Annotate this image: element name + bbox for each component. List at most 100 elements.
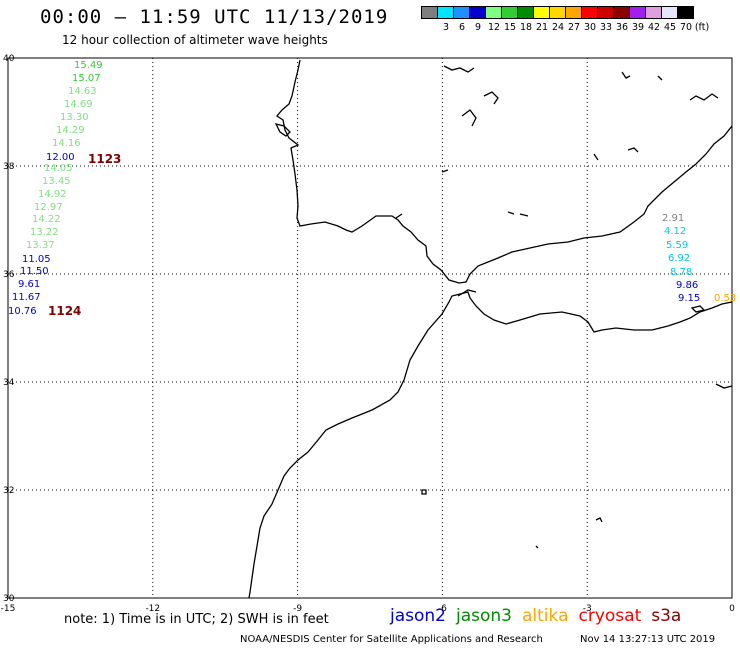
island-alboran: [690, 305, 706, 313]
pass-labels: 1123 1124: [48, 152, 121, 318]
map-frame: [7, 57, 733, 599]
colorbar-label: 30: [583, 22, 597, 33]
islands-canary-2: [595, 517, 603, 523]
colorbar-label: 18: [519, 22, 533, 33]
coast-north-6: [657, 75, 663, 81]
credit-line: NOAA/NESDIS Center for Satellite Applica…: [240, 634, 543, 645]
coast-north-2: [461, 109, 477, 127]
colorbar-label: 12: [487, 22, 501, 33]
wave-height-value: 11.50: [20, 266, 49, 277]
coast-north-8: [507, 211, 529, 217]
wave-height-value: 12.97: [34, 202, 63, 213]
coastline-gibraltar: [274, 123, 291, 137]
lon-tick-label: -3: [583, 604, 592, 614]
coast-north-3: [483, 91, 499, 105]
pass-id-label: 1123: [88, 152, 121, 166]
wave-height-value: 14.16: [52, 138, 81, 149]
coastline-portugal-spain: [276, 59, 733, 284]
wave-height-value: 9.86: [676, 280, 698, 291]
wave-height-value: 14.92: [38, 189, 67, 200]
wave-height-value: 0.53: [714, 293, 736, 304]
wave-height-value: 8.78: [670, 267, 692, 278]
legend-item-jason2: jason2: [390, 606, 446, 626]
wave-height-value: 9.15: [678, 293, 700, 304]
wave-height-value: 9.61: [18, 279, 40, 290]
colorbar-label: 33: [599, 22, 613, 33]
coastline-ceuta: [457, 289, 477, 297]
legend-item-s3a: s3a: [651, 606, 682, 626]
coast-north-10: [441, 169, 449, 173]
islands-canary-1: [421, 489, 427, 495]
wave-height-value: 13.22: [30, 227, 59, 238]
coast-north-5: [689, 93, 719, 101]
generated-timestamp: Nov 14 13:27:13 UTC 2019: [580, 634, 716, 645]
map-title: 00:00 — 11:59 UTC 11/13/2019: [40, 6, 389, 28]
map-subtitle: 12 hour collection of altimeter wave hei…: [62, 33, 328, 47]
coast-north-7: [627, 147, 639, 153]
lat-tick-label: 36: [3, 270, 15, 280]
colorbar-label: 70: [679, 22, 693, 33]
wave-height-value: 15.49: [74, 60, 103, 71]
coast-north-1: [443, 65, 475, 73]
colorbar-labels: 3 6 9 12 15 18 21 24 27 30 33 36 39 42 45 70 (ft): [422, 22, 740, 34]
lon-tick-label: -6: [438, 604, 447, 614]
wave-height-value: 4.12: [664, 226, 686, 237]
lat-tick-label: 30: [3, 594, 15, 604]
island-mallorca: [715, 383, 733, 389]
colorbar-label: 15: [503, 22, 517, 33]
wave-height-value: 15.07: [72, 73, 101, 84]
coastline-morocco-algeria: [248, 291, 733, 599]
satellite-legend: jason2 jason3 altika cryosat s3a: [390, 606, 691, 626]
footer-note: note: 1) Time is in UTC; 2) SWH is in fe…: [64, 612, 329, 627]
wave-height-value: 13.30: [60, 112, 89, 123]
map-grid: [8, 58, 732, 598]
colorbar-label: 24: [551, 22, 565, 33]
axis-ticks: -15 -12 -9 -6 -3 0 40 38 36 34 32 30: [1, 54, 735, 614]
wave-height-value: 14.69: [64, 99, 93, 110]
legend-item-altika: altika: [522, 606, 569, 626]
wave-height-value: 12.00: [46, 152, 75, 163]
coast-north-11: [395, 213, 403, 219]
wave-height-value: 11.67: [12, 292, 41, 303]
wave-height-value: 14.22: [32, 214, 61, 225]
colorbar-label: 42: [647, 22, 661, 33]
coastlines: [248, 59, 733, 599]
lon-tick-label: -12: [145, 604, 160, 614]
colorbar-label: 3: [442, 22, 450, 33]
colorbar-swatch: [677, 6, 694, 19]
colorbar-label: 36: [615, 22, 629, 33]
wave-height-value: 14.63: [68, 86, 97, 97]
wave-height-value: 2.91: [662, 213, 684, 224]
coast-north-4: [621, 71, 631, 79]
islands-canary-3: [535, 545, 539, 549]
wave-height-value: 13.37: [26, 240, 55, 251]
lat-tick-label: 38: [3, 162, 15, 172]
wave-height-colorbar: [421, 6, 694, 19]
legend-item-cryosat: cryosat: [578, 606, 642, 626]
wave-height-value: 10.76: [8, 306, 37, 317]
wave-height-value: 13.45: [42, 176, 71, 187]
lon-tick-label: -15: [1, 604, 16, 614]
wave-height-value: 14.05: [44, 163, 73, 174]
pass-id-label: 1124: [48, 304, 81, 318]
colorbar-label: 9: [474, 22, 482, 33]
lon-tick-label: -9: [293, 604, 302, 614]
coast-north-9: [593, 153, 599, 161]
colorbar-label: 6: [458, 22, 466, 33]
colorbar-label: 39: [631, 22, 645, 33]
colorbar-label: 45: [663, 22, 677, 33]
wave-height-labels: 15.49 15.07 14.63 14.69 13.30 14.29 14.16 12.00…: [8, 60, 736, 317]
lat-tick-label: 34: [3, 378, 15, 388]
colorbar-label: (ft): [694, 22, 710, 33]
colorbar-label: 21: [535, 22, 549, 33]
wave-height-value: 5.59: [666, 240, 688, 251]
wave-height-value: 14.29: [56, 125, 85, 136]
legend-item-jason3: jason3: [456, 606, 512, 626]
wave-height-value: 11.05: [22, 254, 51, 265]
lat-tick-label: 40: [3, 54, 15, 64]
lat-tick-label: 32: [3, 486, 14, 496]
colorbar-label: 27: [567, 22, 581, 33]
lon-tick-label: 0: [729, 604, 735, 614]
wave-height-value: 6.92: [668, 253, 690, 264]
